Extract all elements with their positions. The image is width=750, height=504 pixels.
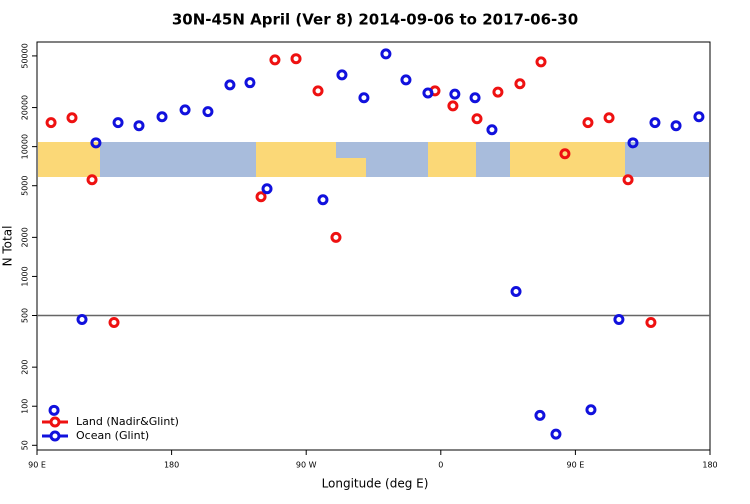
- point: [449, 88, 461, 100]
- point: [649, 117, 661, 129]
- point: [603, 112, 615, 124]
- y-tick-label: 10000: [21, 134, 30, 159]
- y-tick-label: 1000: [21, 266, 30, 286]
- point: [585, 404, 597, 416]
- y-axis-label: N Total: [1, 226, 15, 267]
- x-tick-label: 180: [702, 461, 717, 470]
- point: [693, 111, 705, 123]
- point: [670, 120, 682, 132]
- point: [582, 117, 594, 129]
- y-tick-label: 500: [21, 308, 30, 323]
- point: [514, 78, 526, 90]
- y-tick-label: 100: [21, 399, 30, 414]
- y-tick-label: 200: [21, 360, 30, 375]
- point: [492, 86, 504, 98]
- point: [86, 174, 98, 186]
- legend-label: Land (Nadir&Glint): [76, 415, 179, 428]
- point: [613, 313, 625, 325]
- point: [312, 85, 324, 97]
- point: [380, 48, 392, 60]
- point: [469, 92, 481, 104]
- point: [133, 120, 145, 132]
- x-tick-label: 90 E: [28, 461, 46, 470]
- legend-label: Ocean (Glint): [76, 429, 149, 442]
- point: [112, 117, 124, 129]
- plot-frame: [36, 41, 711, 451]
- point: [550, 428, 562, 440]
- x-tick-label: 90 E: [567, 461, 585, 470]
- point: [358, 92, 370, 104]
- x-tick-label: 90 W: [296, 461, 317, 470]
- map-band: [38, 142, 709, 177]
- point: [486, 124, 498, 136]
- point: [290, 53, 302, 65]
- point: [645, 316, 657, 328]
- point: [244, 77, 256, 89]
- point: [66, 112, 78, 124]
- y-tick-label: 50: [21, 440, 30, 450]
- point: [534, 409, 546, 421]
- y-tick-label: 50000: [21, 43, 30, 68]
- legend-marker: [49, 430, 61, 442]
- point: [156, 111, 168, 123]
- point: [447, 100, 459, 112]
- point: [510, 286, 522, 298]
- y-tick-label: 20000: [21, 95, 30, 120]
- point: [224, 79, 236, 91]
- point: [45, 117, 57, 129]
- point: [559, 148, 571, 160]
- point: [90, 137, 102, 149]
- point: [317, 194, 329, 206]
- chart-title: 30N-45N April (Ver 8) 2014-09-06 to 2017…: [172, 11, 578, 29]
- point: [471, 113, 483, 125]
- y-tick-label: 5000: [21, 176, 30, 196]
- point: [330, 231, 342, 243]
- point: [76, 313, 88, 325]
- x-tick-label: 180: [164, 461, 179, 470]
- point: [48, 404, 60, 416]
- point: [422, 87, 434, 99]
- legend-marker: [49, 416, 61, 428]
- point: [622, 174, 634, 186]
- y-tick-label: 2000: [21, 227, 30, 247]
- point: [400, 74, 412, 86]
- point: [179, 104, 191, 116]
- point: [627, 137, 639, 149]
- point: [269, 54, 281, 66]
- x-tick-label: 0: [438, 461, 443, 470]
- point: [255, 191, 267, 203]
- point: [261, 183, 273, 195]
- point: [336, 69, 348, 81]
- point: [108, 316, 120, 328]
- x-axis-label: Longitude (deg E): [322, 477, 429, 491]
- point: [202, 106, 214, 118]
- point: [535, 56, 547, 68]
